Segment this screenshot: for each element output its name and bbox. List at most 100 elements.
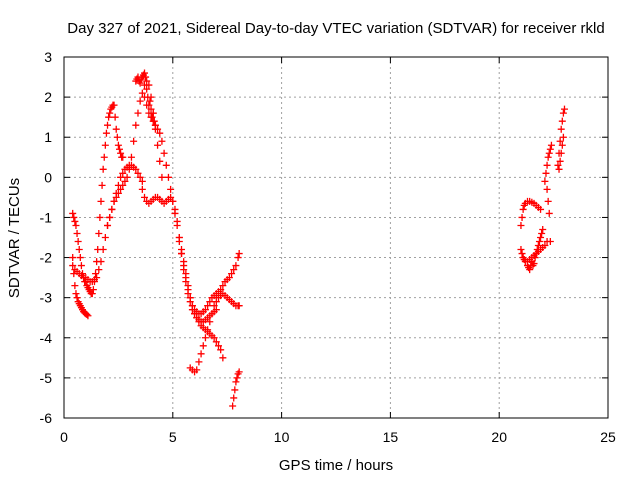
data-point bbox=[545, 209, 553, 217]
data-point bbox=[99, 165, 107, 173]
data-point bbox=[547, 141, 555, 149]
data-point bbox=[138, 185, 146, 193]
data-point bbox=[178, 250, 186, 258]
data-point bbox=[108, 205, 116, 213]
data-point bbox=[235, 302, 243, 310]
data-point bbox=[88, 290, 96, 298]
data-point bbox=[136, 173, 144, 181]
data-point bbox=[95, 229, 103, 237]
data-point bbox=[70, 213, 78, 221]
x-tick-label: 15 bbox=[383, 429, 399, 445]
data-point bbox=[182, 274, 190, 282]
data-point bbox=[145, 81, 153, 89]
data-point bbox=[132, 165, 140, 173]
data-point bbox=[160, 149, 168, 157]
data-points bbox=[69, 69, 568, 410]
data-point bbox=[206, 318, 214, 326]
data-point bbox=[556, 157, 564, 165]
data-point bbox=[93, 274, 101, 282]
data-point bbox=[112, 193, 120, 201]
data-point bbox=[77, 262, 85, 270]
x-tick-label: 5 bbox=[169, 429, 177, 445]
y-tick-label: -4 bbox=[40, 330, 53, 346]
data-point bbox=[235, 250, 243, 258]
y-axis-label: SDTVAR / TECUs bbox=[6, 178, 23, 298]
series-track-9 bbox=[186, 290, 243, 376]
y-tick-label: 2 bbox=[44, 89, 52, 105]
data-point bbox=[195, 318, 203, 326]
data-point bbox=[73, 294, 81, 302]
data-point bbox=[115, 145, 123, 153]
data-point bbox=[98, 181, 106, 189]
data-point bbox=[212, 338, 220, 346]
data-point bbox=[542, 169, 550, 177]
axis-ticks: 0 5 10 15 20 25 -6 -5 -4 -3 -2 -1 0 1 2 3 bbox=[40, 49, 616, 445]
data-point bbox=[127, 153, 135, 161]
data-point bbox=[101, 234, 109, 241]
data-point bbox=[545, 149, 553, 157]
data-point bbox=[544, 153, 552, 161]
data-point bbox=[123, 173, 131, 181]
data-point bbox=[114, 141, 122, 149]
series-track-1 bbox=[69, 101, 127, 298]
series-track-5 bbox=[132, 69, 159, 129]
data-point bbox=[101, 141, 109, 149]
data-point bbox=[518, 250, 526, 258]
data-point bbox=[219, 282, 227, 290]
data-point bbox=[193, 366, 201, 374]
data-point bbox=[206, 298, 214, 306]
data-point bbox=[84, 312, 92, 320]
data-point bbox=[141, 93, 149, 101]
data-point bbox=[156, 129, 164, 137]
data-point bbox=[197, 350, 205, 358]
data-point bbox=[97, 197, 105, 205]
data-point bbox=[106, 109, 114, 117]
data-point bbox=[229, 402, 237, 410]
data-point bbox=[96, 213, 104, 221]
data-point bbox=[557, 125, 565, 133]
data-point bbox=[556, 137, 564, 145]
data-point bbox=[100, 153, 108, 161]
data-point bbox=[106, 213, 114, 221]
data-point bbox=[167, 185, 175, 193]
data-point bbox=[72, 290, 80, 298]
data-point bbox=[151, 121, 159, 129]
data-point bbox=[532, 250, 540, 258]
series-track-14 bbox=[541, 141, 555, 185]
data-point bbox=[230, 266, 238, 274]
data-point bbox=[186, 294, 194, 302]
data-point bbox=[212, 306, 220, 314]
data-point bbox=[132, 121, 140, 129]
plot-frame bbox=[63, 56, 609, 419]
series-track-2 bbox=[69, 254, 92, 320]
data-point bbox=[212, 298, 220, 306]
data-point bbox=[217, 286, 225, 294]
data-point bbox=[537, 205, 545, 213]
data-point bbox=[141, 193, 149, 201]
data-point bbox=[214, 342, 222, 350]
data-point bbox=[546, 145, 554, 153]
data-point bbox=[175, 238, 183, 246]
data-point bbox=[69, 254, 77, 262]
data-point bbox=[76, 254, 84, 262]
data-point bbox=[97, 258, 105, 266]
data-point bbox=[71, 282, 79, 290]
data-point bbox=[169, 197, 177, 205]
data-point bbox=[195, 358, 203, 366]
data-point bbox=[234, 254, 242, 262]
data-point bbox=[534, 242, 542, 250]
series-track-11 bbox=[517, 197, 545, 229]
data-point bbox=[134, 169, 142, 177]
data-point bbox=[544, 197, 552, 205]
series-track-17 bbox=[555, 133, 567, 173]
data-point bbox=[72, 221, 80, 229]
data-point bbox=[208, 310, 216, 318]
x-tick-label: 25 bbox=[600, 429, 616, 445]
data-point bbox=[95, 266, 103, 274]
data-point bbox=[117, 149, 125, 157]
data-point bbox=[171, 205, 179, 213]
data-point bbox=[193, 314, 201, 322]
data-point bbox=[519, 205, 527, 213]
data-point bbox=[560, 105, 568, 113]
